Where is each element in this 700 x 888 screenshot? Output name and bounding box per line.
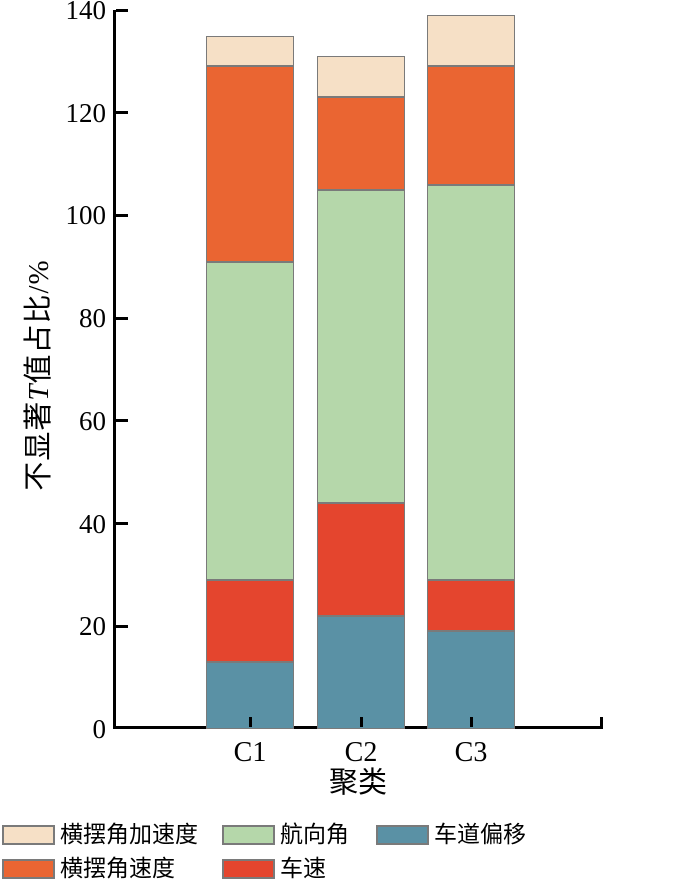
legend-label-vehicle-speed: 车速	[280, 856, 326, 881]
chart-legend: 横摆角加速度 航向角 车道偏移横摆角速度 车速	[0, 810, 700, 888]
bar-segment-c2-yaw-rate	[317, 97, 405, 190]
x-axis-title: 聚类	[328, 767, 387, 799]
bar-segment-c2-yaw-acceleration	[317, 56, 405, 98]
y-axis-tick-label-120: 120	[65, 97, 107, 128]
category-label-c1: C1	[233, 737, 267, 768]
bar-segment-c3-vehicle-speed	[427, 580, 515, 632]
bar-segment-c3-yaw-rate	[427, 66, 515, 185]
bar-segment-c3-yaw-acceleration	[427, 15, 515, 67]
bar-segment-c3-lane-deviation	[427, 631, 515, 729]
y-axis-tick-label-60: 60	[79, 405, 106, 436]
y-axis-title: 不显著T值占比/%	[15, 259, 57, 490]
y-axis-line	[113, 10, 116, 729]
legend-swatch-yaw-acceleration	[2, 825, 55, 845]
y-axis-tick-label-0: 0	[92, 714, 107, 744]
y-axis-tick-60	[116, 419, 128, 423]
bar-segment-c1-vehicle-speed	[206, 580, 294, 663]
bar-segment-c2-vehicle-speed	[317, 503, 405, 616]
legend-label-lane-deviation: 车道偏移	[434, 822, 526, 847]
y-axis-tick-140	[116, 8, 128, 12]
legend-label-yaw-acceleration: 横摆角加速度	[60, 822, 198, 847]
legend-swatch-yaw-rate	[2, 859, 55, 879]
y-axis-tick-label-40: 40	[79, 508, 106, 539]
category-label-c3: C3	[454, 737, 488, 768]
bar-segment-c1-heading-angle	[206, 261, 294, 581]
y-axis-tick-120	[116, 111, 128, 115]
y-axis-tick-label-100: 100	[65, 200, 107, 231]
legend-label-yaw-rate: 横摆角速度	[60, 856, 175, 881]
legend-item-vehicle-speed: 车速	[222, 856, 326, 882]
y-axis-title-italic-t: T	[23, 383, 55, 401]
x-axis-tick-c3	[469, 717, 473, 727]
bar-segment-c2-lane-deviation	[317, 616, 405, 729]
y-axis-tick-label-20: 20	[79, 611, 106, 642]
bar-segment-c3-heading-angle	[427, 184, 515, 581]
y-axis-tick-40	[116, 522, 128, 526]
bar-segment-c1-yaw-acceleration	[206, 35, 294, 67]
y-axis-tick-label-80: 80	[79, 303, 106, 334]
y-axis-tick-100	[116, 213, 128, 217]
legend-item-yaw-acceleration: 横摆角加速度	[2, 822, 198, 848]
legend-item-yaw-rate: 横摆角速度	[2, 856, 175, 882]
bar-segment-c1-yaw-rate	[206, 66, 294, 262]
y-axis-tick-20	[116, 624, 128, 628]
bar-segment-c2-heading-angle	[317, 189, 405, 504]
legend-swatch-vehicle-speed	[222, 859, 275, 879]
y-axis-tick-label-140: 140	[65, 0, 107, 25]
y-axis-tick-80	[116, 316, 128, 320]
legend-swatch-heading-angle	[222, 825, 275, 845]
x-axis-tick-c1	[248, 717, 252, 727]
legend-swatch-lane-deviation	[376, 825, 429, 845]
x-axis-end-tick	[600, 717, 603, 727]
legend-item-heading-angle: 航向角	[222, 822, 349, 848]
x-axis-tick-c2	[359, 717, 363, 727]
legend-item-lane-deviation: 车道偏移	[376, 822, 526, 848]
category-label-c2: C2	[344, 737, 378, 768]
legend-label-heading-angle: 航向角	[280, 822, 349, 847]
